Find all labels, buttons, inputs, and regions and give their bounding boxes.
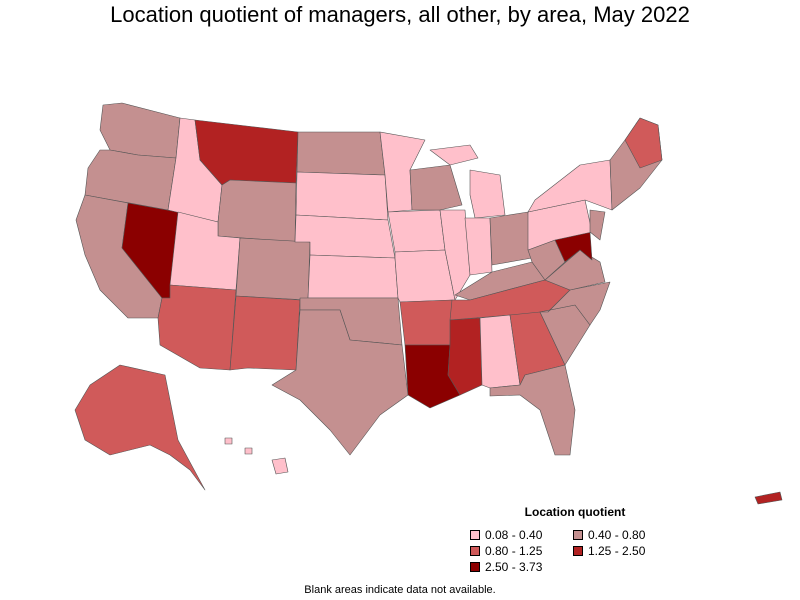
region-ohio [489, 211, 533, 266]
legend-swatch [470, 562, 480, 572]
region-puerto-rico [754, 491, 783, 505]
legend-swatch [573, 546, 583, 556]
legend-title: Location quotient [524, 505, 626, 519]
region-nebraska [294, 214, 396, 259]
region-illinois [439, 209, 471, 301]
region-maine [624, 117, 663, 169]
region-south-dakota [295, 171, 389, 221]
region-texas [271, 309, 409, 456]
region-mississippi [447, 317, 483, 396]
region-north-dakota [296, 131, 386, 176]
region-kansas [307, 254, 399, 299]
legend-label: 0.80 - 1.25 [485, 544, 543, 558]
legend-label: 0.08 - 0.40 [485, 528, 543, 542]
map-legend: Location quotient 0.08 - 0.40 0.40 - 0.8… [470, 505, 670, 574]
region-colorado [235, 237, 311, 301]
legend-label: 1.25 - 2.50 [588, 544, 646, 558]
legend-item: 0.40 - 0.80 [573, 528, 673, 542]
region-missouri [394, 249, 456, 303]
map-title: Location quotient of managers, all other… [110, 2, 690, 27]
legend-label: 2.50 - 3.73 [485, 560, 543, 574]
region-florida [489, 364, 576, 456]
region-new-mexico [229, 295, 301, 371]
region-washington [99, 102, 181, 159]
region-wisconsin [409, 164, 463, 211]
legend-item: 2.50 - 3.73 [470, 560, 573, 574]
footnote: Blank areas indicate data not available. [304, 584, 496, 596]
legend-item: 0.08 - 0.40 [470, 528, 573, 542]
legend-swatch [573, 530, 583, 540]
legend-label: 0.40 - 0.80 [588, 528, 646, 542]
legend-item: 0.80 - 1.25 [470, 544, 573, 558]
legend-item: 1.25 - 2.50 [573, 544, 673, 558]
legend-swatch [470, 546, 480, 556]
region-arizona [157, 284, 237, 371]
region-wyoming [217, 179, 297, 243]
region-alaska [74, 364, 206, 491]
region-hawaii [224, 437, 289, 475]
region-arkansas [399, 299, 453, 346]
region-iowa [387, 209, 446, 253]
region-indiana [464, 217, 493, 276]
region-new-jersey [589, 209, 606, 241]
legend-swatch [470, 530, 480, 540]
region-michigan [429, 144, 506, 219]
